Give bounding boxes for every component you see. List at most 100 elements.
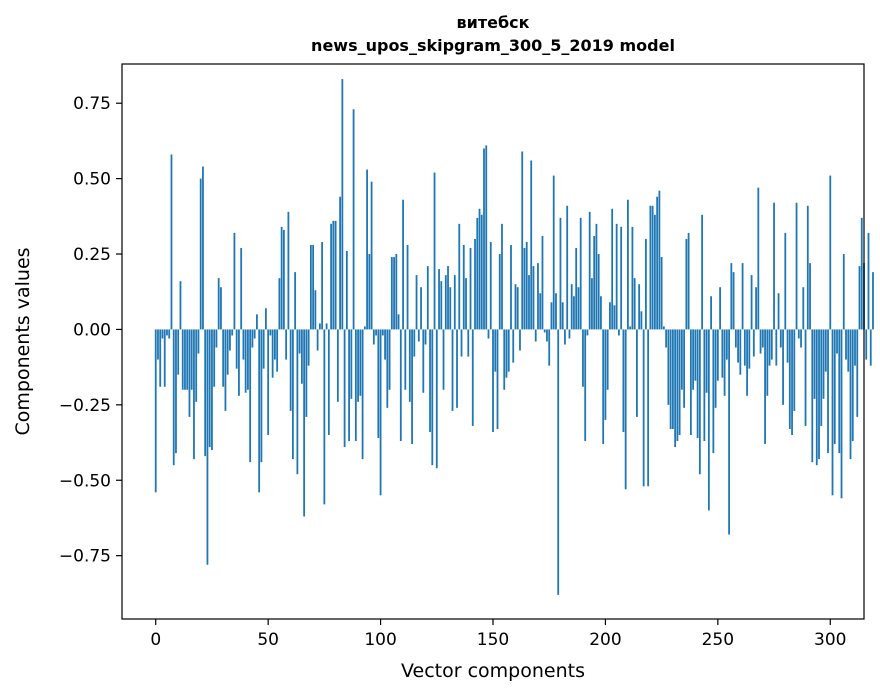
bar <box>498 254 501 330</box>
bar <box>190 329 193 390</box>
bar <box>573 296 575 330</box>
bar <box>411 329 413 445</box>
bar <box>784 232 787 330</box>
bar <box>613 305 616 330</box>
bar <box>640 311 643 330</box>
bar <box>492 329 494 432</box>
bar <box>251 329 254 348</box>
bar <box>431 329 434 466</box>
bar <box>636 329 638 417</box>
bar <box>440 281 443 330</box>
bar <box>543 329 546 333</box>
bar <box>575 247 578 330</box>
bar <box>341 79 344 330</box>
bar <box>872 272 874 330</box>
bar <box>193 329 195 460</box>
bar <box>339 196 341 330</box>
bar <box>712 329 715 454</box>
bar <box>402 199 404 330</box>
bar <box>746 329 748 396</box>
bar <box>352 109 355 330</box>
bar <box>687 232 690 330</box>
bar <box>188 329 191 417</box>
bar <box>559 217 562 330</box>
bar <box>220 287 222 330</box>
bar <box>660 257 663 330</box>
bar <box>707 329 710 511</box>
bar <box>282 229 285 330</box>
bar <box>350 329 353 399</box>
bar <box>163 329 166 387</box>
bar <box>651 205 654 330</box>
bar <box>737 329 739 363</box>
bar <box>683 329 686 408</box>
bar <box>287 211 290 330</box>
bar <box>620 226 623 330</box>
bar <box>633 278 636 330</box>
bar <box>386 329 389 408</box>
bar <box>840 329 843 499</box>
bar <box>507 329 510 372</box>
bar <box>669 329 672 429</box>
bar <box>793 329 796 411</box>
bar <box>604 329 607 420</box>
bar <box>294 272 297 330</box>
bar <box>797 329 800 339</box>
bar <box>399 329 402 442</box>
bar <box>568 329 571 339</box>
bar <box>269 329 272 336</box>
bar <box>647 329 650 487</box>
bar <box>217 278 220 330</box>
bar <box>849 329 852 460</box>
bar <box>582 329 584 387</box>
bar <box>485 145 488 330</box>
bar <box>460 329 463 357</box>
x-tick-label: 100 <box>364 630 396 650</box>
bar <box>732 272 735 330</box>
bar <box>750 275 753 330</box>
bar <box>788 329 791 429</box>
bar <box>408 329 411 402</box>
bar <box>730 263 733 330</box>
bar <box>510 244 512 330</box>
bar <box>278 278 281 330</box>
bar <box>514 284 517 330</box>
bar <box>609 302 611 330</box>
bar <box>768 329 771 366</box>
bar <box>208 329 211 448</box>
bar <box>827 329 829 454</box>
bar <box>584 329 587 442</box>
bar <box>591 278 593 330</box>
bar <box>698 329 701 475</box>
bar <box>703 329 706 442</box>
bar <box>242 329 245 360</box>
bar <box>307 329 310 366</box>
bar <box>566 205 569 330</box>
bar <box>395 254 398 330</box>
bar <box>161 329 164 339</box>
bar <box>381 329 384 336</box>
bar <box>496 329 499 429</box>
bar <box>471 329 474 426</box>
bar <box>157 329 159 360</box>
bar <box>489 241 492 330</box>
bar <box>300 329 303 384</box>
bar <box>233 232 236 330</box>
bar <box>343 329 346 448</box>
bar <box>680 329 683 390</box>
bar <box>181 329 184 390</box>
bar <box>420 287 422 330</box>
bar <box>204 329 207 457</box>
bar <box>433 172 436 330</box>
bar <box>757 187 760 330</box>
bar <box>238 329 240 396</box>
bar <box>309 244 312 330</box>
bar <box>247 329 249 390</box>
bar <box>211 329 213 451</box>
bar <box>449 287 452 330</box>
bar <box>370 181 373 330</box>
bar <box>748 329 751 369</box>
bar <box>865 329 868 360</box>
bar <box>645 238 647 330</box>
bar <box>532 266 535 330</box>
